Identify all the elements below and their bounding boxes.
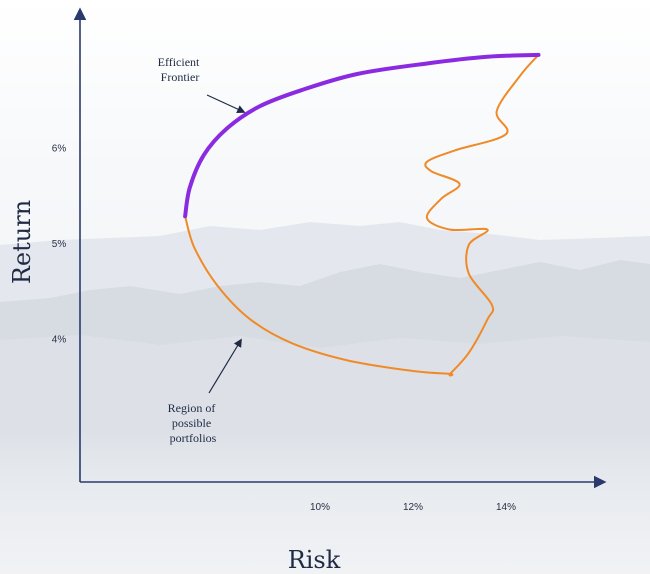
x-tick-label: 12% — [403, 502, 423, 513]
annotation-line: Region of — [168, 401, 216, 415]
region-portfolios-annotation: Region of possible portfolios — [168, 401, 219, 445]
annotation-line: Frontier — [161, 70, 200, 84]
efficient-frontier-line — [183, 52, 541, 219]
y-tick-labels: 4% 5% 6% — [52, 144, 67, 346]
series-layer — [183, 52, 541, 377]
axes — [73, 7, 607, 489]
annotation-line: Efficient — [158, 55, 200, 69]
x-axis-title: Risk — [288, 546, 341, 574]
x-tick-label: 10% — [310, 502, 330, 513]
region-portfolios-arrow — [208, 338, 242, 394]
y-tick-label: 4% — [52, 335, 67, 346]
efficient-frontier-annotation: Efficient Frontier — [158, 55, 203, 84]
y-tick-label: 6% — [52, 144, 67, 155]
possible-portfolios-line — [184, 53, 540, 377]
efficient-frontier-arrow — [206, 94, 246, 114]
y-tick-label: 5% — [52, 239, 67, 250]
annotation-line: portfolios — [170, 431, 217, 445]
y-axis-title: Return — [8, 200, 36, 284]
x-tick-labels: 10% 12% 14% — [310, 502, 516, 513]
x-tick-label: 14% — [496, 502, 516, 513]
annotation-layer: Efficient Frontier Region of possible po… — [158, 55, 246, 445]
annotation-line: possible — [172, 416, 211, 430]
